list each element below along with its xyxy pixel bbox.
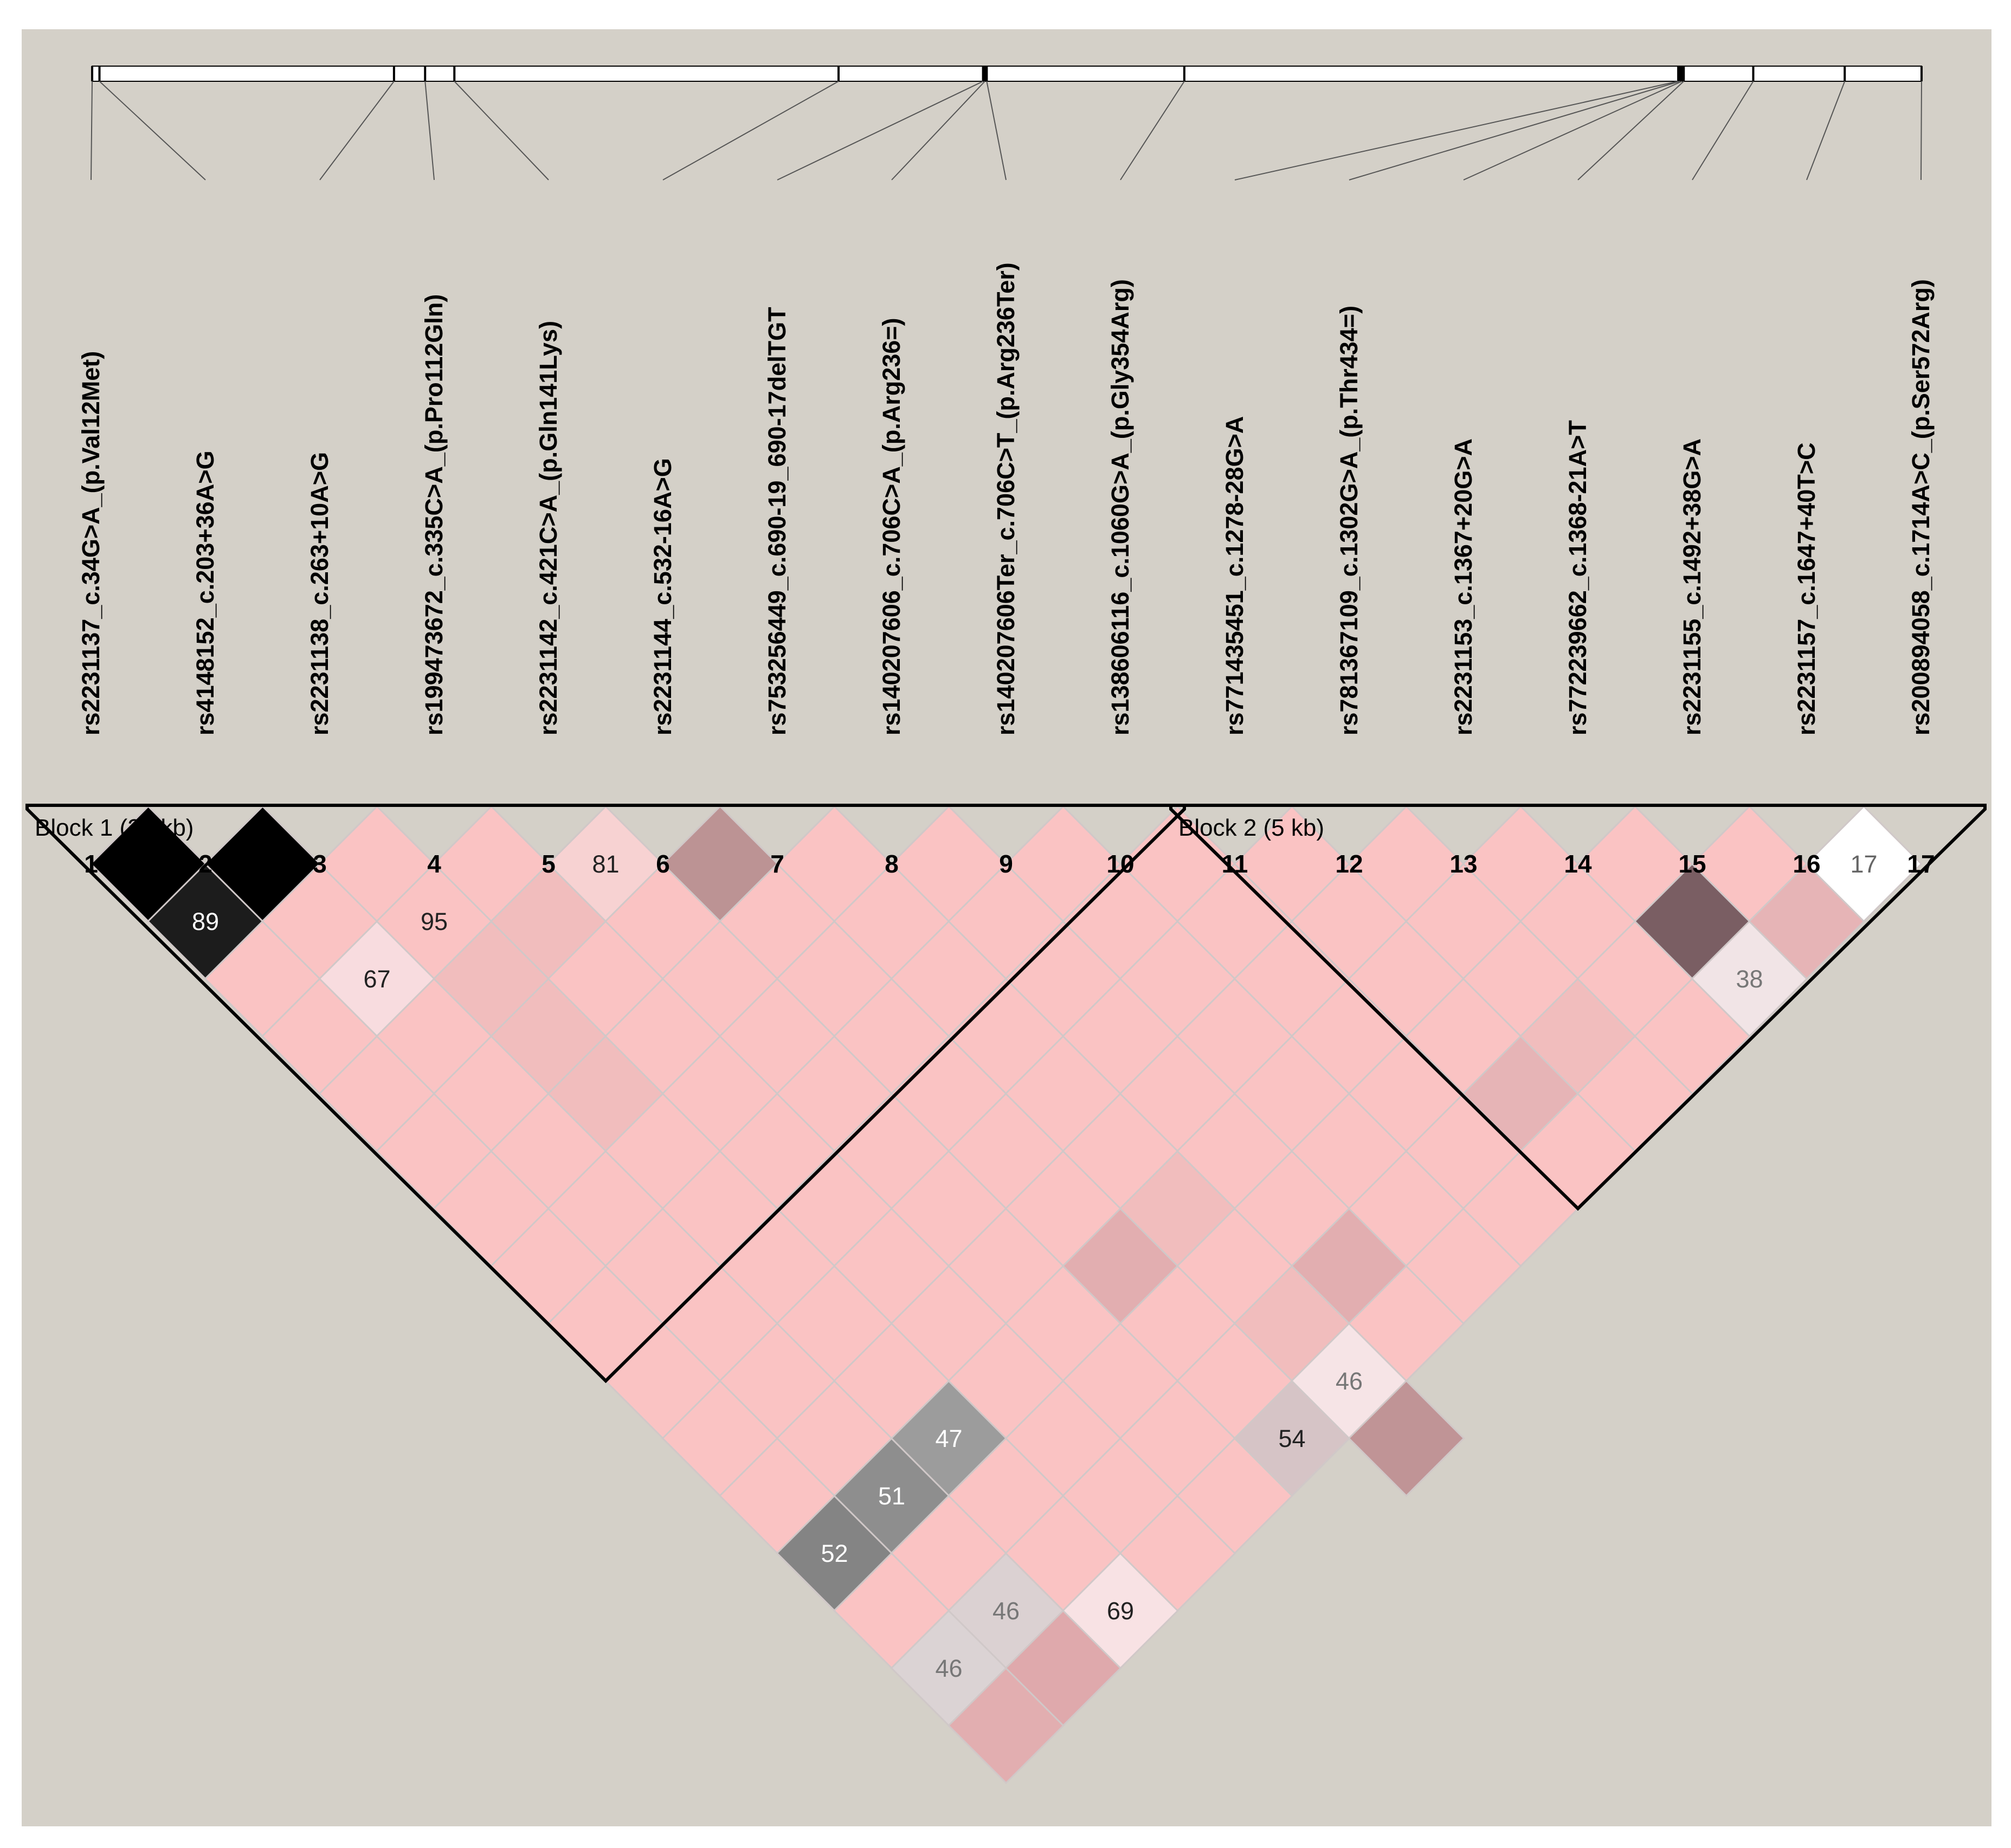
ld-cell-value: 69 <box>1107 1597 1134 1625</box>
marker-labels: rs2231137_c.34G>A_(p.Val12Met) rs4148152_… <box>77 262 1935 735</box>
ld-heatmap: rs2231137_c.34G>A_(p.Val12Met) rs4148152_… <box>22 29 1991 1826</box>
ld-cell-value: 38 <box>1736 965 1763 993</box>
ld-cell-value: 52 <box>821 1540 848 1567</box>
block-outline <box>1169 804 1987 1211</box>
marker-number: 9 <box>999 850 1013 878</box>
snp-label: rs4148152_c.203+36A>G <box>191 451 219 735</box>
ld-cell-value: 47 <box>935 1425 962 1452</box>
connector-line <box>454 81 549 180</box>
marker-number: 5 <box>542 850 556 878</box>
ld-cell-value: 89 <box>192 908 219 935</box>
snp-label: rs140207606_c.706C>A_(p.Arg236=) <box>878 318 905 735</box>
marker-position-ruler <box>91 66 1923 82</box>
ld-cell-value: 81 <box>592 850 619 878</box>
snp-label: rs140207606Ter_c.706C>T_(p.Arg236Ter) <box>992 262 1020 735</box>
marker-numbers: 1 2 3 4 5 6 7 8 9 10 11 12 13 14 15 16 17 <box>84 850 1935 878</box>
snp-label: rs2231142_c.421C>A_(p.Gln141Lys) <box>534 321 562 735</box>
snp-label: rs2231144_c.532-16A>G <box>649 458 676 735</box>
snp-label: rs771435451_c.1278-28G>A <box>1221 416 1248 735</box>
marker-number: 11 <box>1222 850 1248 878</box>
marker-number: 8 <box>885 850 899 878</box>
snp-label: rs2231153_c.1367+20G>A <box>1449 438 1477 735</box>
connector-line <box>1463 81 1683 180</box>
ld-cell-value: 67 <box>363 965 390 993</box>
marker-number: 12 <box>1335 850 1363 878</box>
ld-cell <box>1348 1379 1465 1497</box>
connector-line <box>1692 81 1754 180</box>
marker-number: 7 <box>770 850 784 878</box>
ld-cell-value: 46 <box>935 1655 962 1682</box>
snp-label: rs781367109_c.1302G>A_(p.Thr434=) <box>1335 306 1363 735</box>
marker-number: 4 <box>427 850 441 878</box>
ld-plot-panel: rs2231137_c.34G>A_(p.Val12Met) rs4148152_… <box>22 29 1991 1826</box>
block-label: Block 2 (5 kb) <box>1178 815 1324 841</box>
connector-line <box>891 81 985 180</box>
connector-line <box>91 81 93 180</box>
marker-number: 14 <box>1564 850 1592 878</box>
marker-number: 15 <box>1678 850 1706 878</box>
marker-number: 16 <box>1793 850 1820 878</box>
snp-label: rs138606116_c.1060G>A_(p.Gly354Arg) <box>1106 279 1134 735</box>
connector-line <box>777 81 984 180</box>
connector-line <box>319 81 395 180</box>
marker-number: 10 <box>1106 850 1134 878</box>
connector-line <box>1920 81 1922 180</box>
snp-label: rs2231157_c.1647+40T>C <box>1793 442 1820 735</box>
ld-cell-value: 46 <box>1336 1367 1363 1395</box>
ld-cell <box>1805 805 1923 923</box>
snp-label: rs199473672_c.335C>A_(p.Pro112Gln) <box>420 294 448 735</box>
snp-label: rs2231137_c.34G>A_(p.Val12Met) <box>77 351 105 735</box>
connector-line <box>99 81 206 180</box>
marker-number: 13 <box>1449 850 1477 878</box>
connector-line <box>424 81 435 180</box>
connector-line <box>1577 81 1684 180</box>
ld-cell-value: 17 <box>1850 850 1877 878</box>
block-outline <box>25 804 1186 1384</box>
ruler-bar <box>92 66 1922 82</box>
marker-number: 2 <box>198 850 212 878</box>
connector-line <box>1120 81 1185 180</box>
connector-line <box>1349 81 1680 180</box>
ld-cell-value: 46 <box>992 1597 1020 1625</box>
marker-number: 17 <box>1907 850 1935 878</box>
connector-line <box>1806 81 1846 180</box>
marker-number: 6 <box>656 850 670 878</box>
block-label: Block 1 (26 kb) <box>35 815 194 841</box>
connector-line <box>986 81 1007 180</box>
marker-connector-lines <box>91 81 1922 180</box>
snp-label: rs2231155_c.1492+38G>A <box>1678 438 1706 735</box>
connector-line <box>1234 81 1679 180</box>
snp-label: rs772239662_c.1368-21A>T <box>1564 420 1591 735</box>
snp-label: rs200894058_c.1714A>C_(p.Ser572Arg) <box>1907 279 1935 735</box>
snp-label: rs2231138_c.263+10A>G <box>306 452 333 735</box>
haplotype-blocks: Block 1 (26 kb) Block 2 (5 kb) <box>25 804 1987 1384</box>
marker-number: 1 <box>84 850 98 878</box>
connector-line <box>662 81 839 180</box>
snp-label: rs753256449_c.690-19_690-17delTGT <box>763 307 791 735</box>
marker-number: 3 <box>313 850 327 878</box>
ld-cell-value: 54 <box>1278 1425 1305 1452</box>
ld-cell-value: 95 <box>421 908 448 935</box>
ld-cell-value: 51 <box>878 1482 905 1510</box>
